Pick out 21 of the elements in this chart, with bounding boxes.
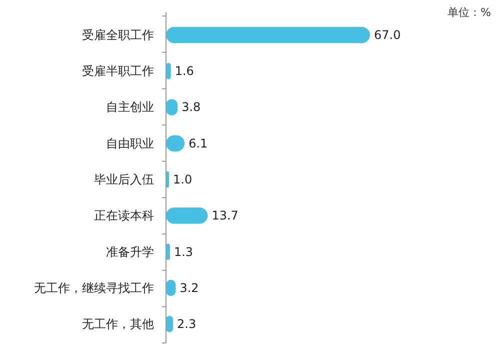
data-label: 1.3 [174, 244, 194, 259]
data-label: 6.1 [188, 136, 208, 150]
y-tick-label: 受雇全职工作 [82, 28, 154, 42]
data-label: 3.8 [182, 100, 201, 114]
data-label: 13.7 [212, 208, 238, 223]
y-tick-label: 准备升学 [106, 244, 154, 259]
y-tick-label: 自由职业 [106, 136, 154, 150]
y-tick-label: 无工作，继续寻找工作 [34, 280, 154, 295]
y-tick-label: 毕业后入伍 [94, 172, 154, 186]
y-tick-label: 无工作，其他 [82, 317, 154, 332]
data-label: 1.0 [173, 172, 192, 186]
bar [166, 26, 370, 44]
data-label: 3.2 [180, 280, 199, 295]
y-tick-label: 正在读本科 [94, 208, 154, 223]
text: 单位：% [448, 6, 491, 19]
data-label: 1.6 [174, 64, 194, 78]
data-label: 67.0 [374, 28, 401, 42]
data-label: 2.3 [177, 317, 196, 332]
bar [166, 208, 208, 224]
y-tick-label: 受雇半职工作 [82, 64, 154, 78]
y-tick-label: 自主创业 [106, 100, 154, 114]
